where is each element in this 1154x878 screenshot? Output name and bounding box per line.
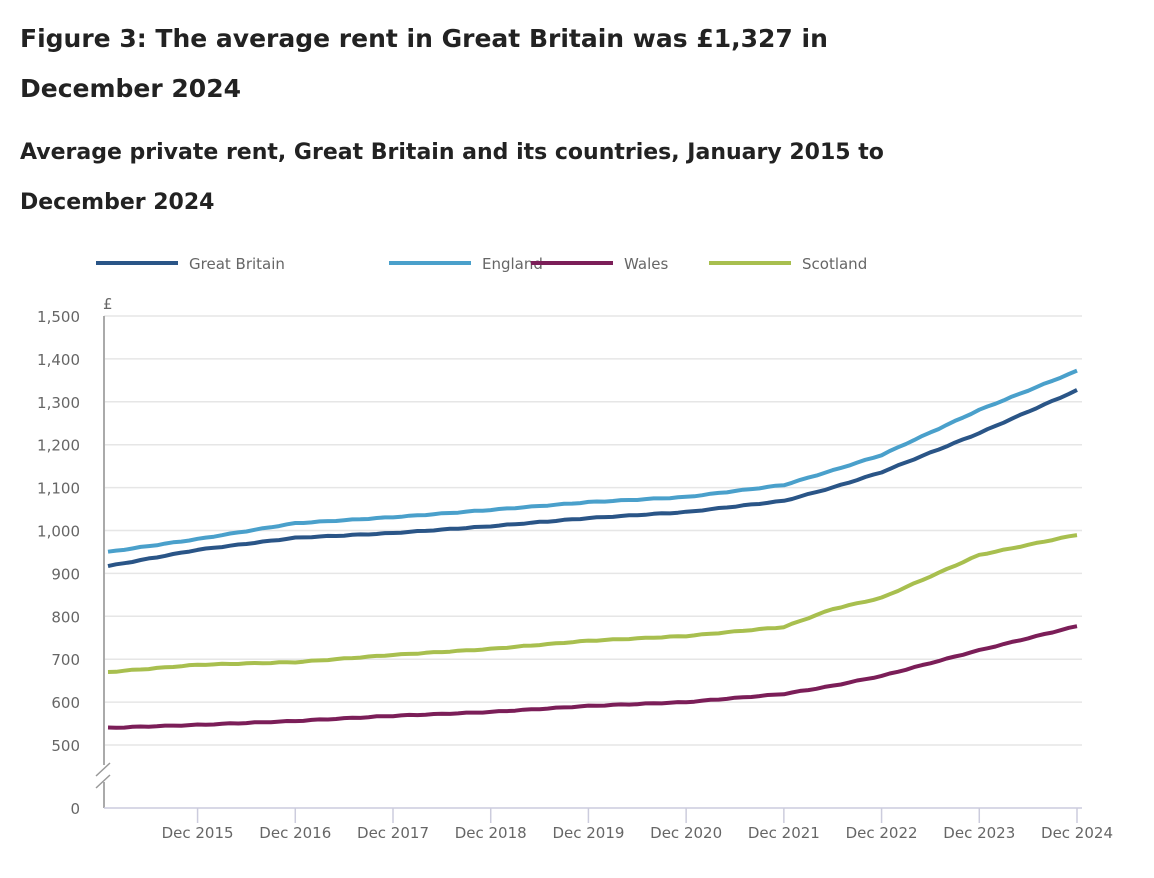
series-line-great-britain [107, 388, 1078, 569]
legend-label: Great Britain [189, 255, 285, 273]
chart-subtitle: Average private rent, Great Britain and … [20, 140, 884, 215]
y-tick-label: 1,400 [37, 351, 80, 369]
series-line-england [107, 368, 1078, 554]
x-tick-label: Dec 2021 [748, 824, 820, 842]
y-tick-label: 1,500 [37, 308, 80, 326]
legend-label: England [482, 255, 543, 273]
series-line-scotland [107, 533, 1078, 674]
x-tick-label: Dec 2020 [650, 824, 722, 842]
x-tick-label: Dec 2022 [846, 824, 918, 842]
y-tick-label: 600 [51, 694, 80, 712]
y-tick-label: 900 [51, 565, 80, 583]
y-axis-unit: £ [103, 295, 113, 313]
y-tick-label: 500 [51, 737, 80, 755]
legend-label: Wales [624, 255, 668, 273]
axis-break-mark [95, 762, 111, 777]
x-tick-label: Dec 2024 [1041, 824, 1113, 842]
x-tick-label: Dec 2023 [943, 824, 1015, 842]
y-tick-label: 0 [70, 800, 80, 818]
x-tick-label: Dec 2018 [455, 824, 527, 842]
x-tick-label: Dec 2017 [357, 824, 429, 842]
y-tick-label: 800 [51, 608, 80, 626]
legend-label: Scotland [802, 255, 867, 273]
chart-title: Figure 3: The average rent in Great Brit… [20, 24, 828, 103]
y-tick-label: 1,100 [37, 480, 80, 498]
x-tick-label: Dec 2019 [552, 824, 624, 842]
y-tick-label: 1,300 [37, 394, 80, 412]
x-tick-label: Dec 2016 [259, 824, 331, 842]
y-tick-label: 700 [51, 651, 80, 669]
y-tick-label: 1,200 [37, 437, 80, 455]
x-tick-label: Dec 2015 [162, 824, 234, 842]
series-line-wales [107, 624, 1078, 730]
y-tick-label: 1,000 [37, 523, 80, 541]
axis-break-mark [95, 774, 111, 789]
